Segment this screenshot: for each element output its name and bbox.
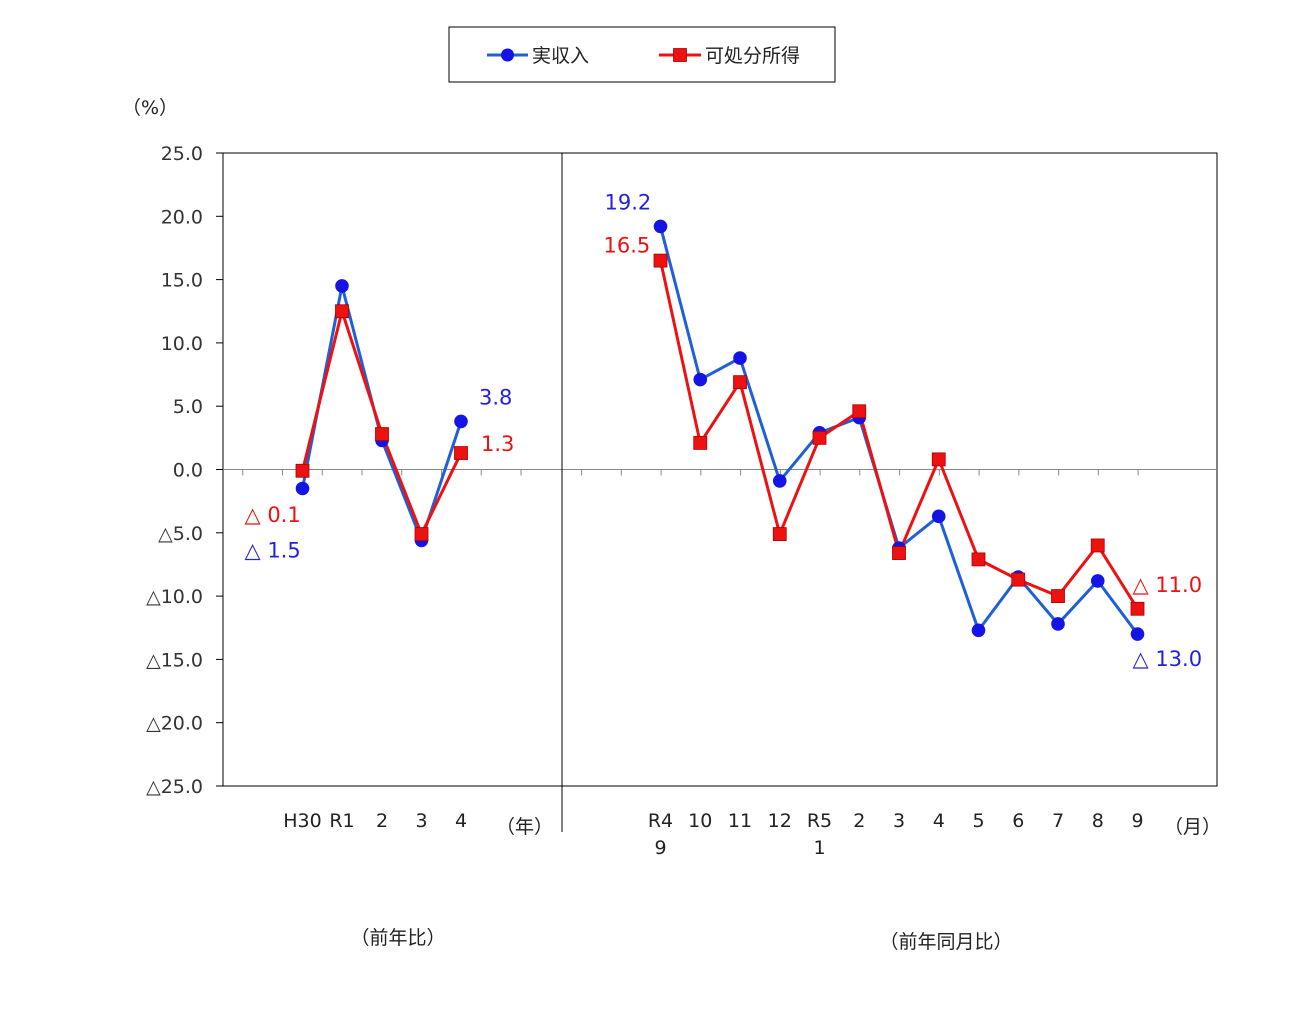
point-actual-income <box>295 481 310 496</box>
point-disposable-income <box>852 404 867 419</box>
point-actual-income <box>772 474 787 488</box>
y-tick-label: △15.0 <box>146 649 203 671</box>
y-tick-label: 0.0 <box>173 460 203 482</box>
x-tick-label: 2 <box>376 810 388 832</box>
x-tick-label: 7 <box>1052 810 1064 832</box>
point-disposable-income <box>375 427 389 441</box>
y-axis: 25.0 20.0 15.0 10.0 5.0 0.0 △5.0 △10.0 △15.0 △20.… <box>146 143 223 798</box>
x-tick-label: 3 <box>415 810 427 832</box>
legend-label: 実収入 <box>532 45 589 67</box>
x-tick-label: R1 <box>329 810 354 832</box>
y-tick-label: △10.0 <box>146 586 203 608</box>
legend-label: 可処分所得 <box>705 45 800 67</box>
x-tick-label: R4 <box>648 810 673 832</box>
point-actual-income <box>1090 574 1105 588</box>
x-tick-label: 6 <box>1012 810 1024 832</box>
legend-marker <box>501 48 514 62</box>
point-actual-income <box>653 219 668 234</box>
x-axis-unit: （年） <box>496 816 553 838</box>
y-tick-label: 25.0 <box>161 143 203 165</box>
point-disposable-income <box>733 375 747 390</box>
panel-caption: （前年比） <box>350 927 445 949</box>
x-tick-label-line2: 1 <box>813 837 825 859</box>
point-actual-income <box>1051 617 1065 631</box>
x-tick-label: 4 <box>933 810 945 832</box>
series-line-disposable-income <box>301 309 463 536</box>
point-disposable-income <box>812 430 827 445</box>
point-disposable-income <box>772 527 787 541</box>
y-tick-label: 20.0 <box>161 206 203 228</box>
y-tick-label: 15.0 <box>161 270 203 292</box>
x-tick-label: 3 <box>893 810 905 832</box>
data-label: △ 11.0 <box>1133 573 1203 597</box>
point-disposable-income <box>335 304 349 319</box>
y-tick-label: 5.0 <box>173 396 203 418</box>
data-label: △ 13.0 <box>1133 647 1203 671</box>
point-disposable-income <box>1051 589 1065 603</box>
plot-area <box>222 152 1218 832</box>
point-disposable-income <box>931 452 946 467</box>
y-tick-label: △20.0 <box>146 713 203 735</box>
point-disposable-income <box>653 253 668 268</box>
x-tick-label: 5 <box>972 810 984 832</box>
point-disposable-income <box>1011 572 1026 587</box>
point-actual-income <box>1130 627 1145 641</box>
point-disposable-income <box>971 552 986 567</box>
point-disposable-income <box>693 436 708 450</box>
series-layer <box>295 219 1145 641</box>
x-tick-label: 8 <box>1092 810 1104 832</box>
point-disposable-income <box>295 463 310 478</box>
x-tick-label: 2 <box>853 810 865 832</box>
x-tick-label: 10 <box>688 810 712 832</box>
point-actual-income <box>971 623 986 638</box>
data-label: 1.3 <box>481 432 514 456</box>
point-actual-income <box>931 509 946 524</box>
point-actual-income <box>335 279 349 293</box>
y-tick-label: 10.0 <box>161 333 203 355</box>
point-disposable-income <box>892 546 906 560</box>
y-tick-label: △5.0 <box>158 523 203 545</box>
data-label: △ 0.1 <box>245 503 301 527</box>
y-tick-label: △25.0 <box>146 776 203 798</box>
legend: 実収入 可処分所得 <box>448 26 836 83</box>
x-tick-label: 4 <box>455 810 467 832</box>
data-label: △ 1.5 <box>245 538 301 562</box>
point-disposable-income <box>414 527 429 541</box>
point-disposable-income <box>1130 601 1145 616</box>
point-actual-income <box>733 351 747 365</box>
x-tick-label: H30 <box>283 810 321 832</box>
point-disposable-income <box>1090 538 1105 553</box>
series-line-actual-income <box>659 226 1139 635</box>
legend-marker <box>673 48 687 62</box>
x-tick-label: 9 <box>1131 810 1143 832</box>
x-axis-unit: （月） <box>1164 816 1221 838</box>
data-label: 16.5 <box>604 234 651 258</box>
point-actual-income <box>693 372 708 387</box>
data-label: 19.2 <box>605 190 652 214</box>
point-actual-income <box>454 414 468 429</box>
data-label: 3.8 <box>479 385 512 409</box>
x-tick-label-line2: 9 <box>654 837 666 859</box>
point-disposable-income <box>454 446 468 460</box>
x-tick-label: R5 <box>807 810 832 832</box>
x-tick-label: 11 <box>728 810 752 832</box>
x-tick-label: 12 <box>768 810 792 832</box>
panel-caption: （前年同月比） <box>879 931 1012 953</box>
y-axis-unit: （%） <box>122 97 178 119</box>
annotations: △ 0.1 △ 1.5 3.8 1.3 19.2 16.5 △ 11.0 △ 13.0 <box>245 190 1203 671</box>
